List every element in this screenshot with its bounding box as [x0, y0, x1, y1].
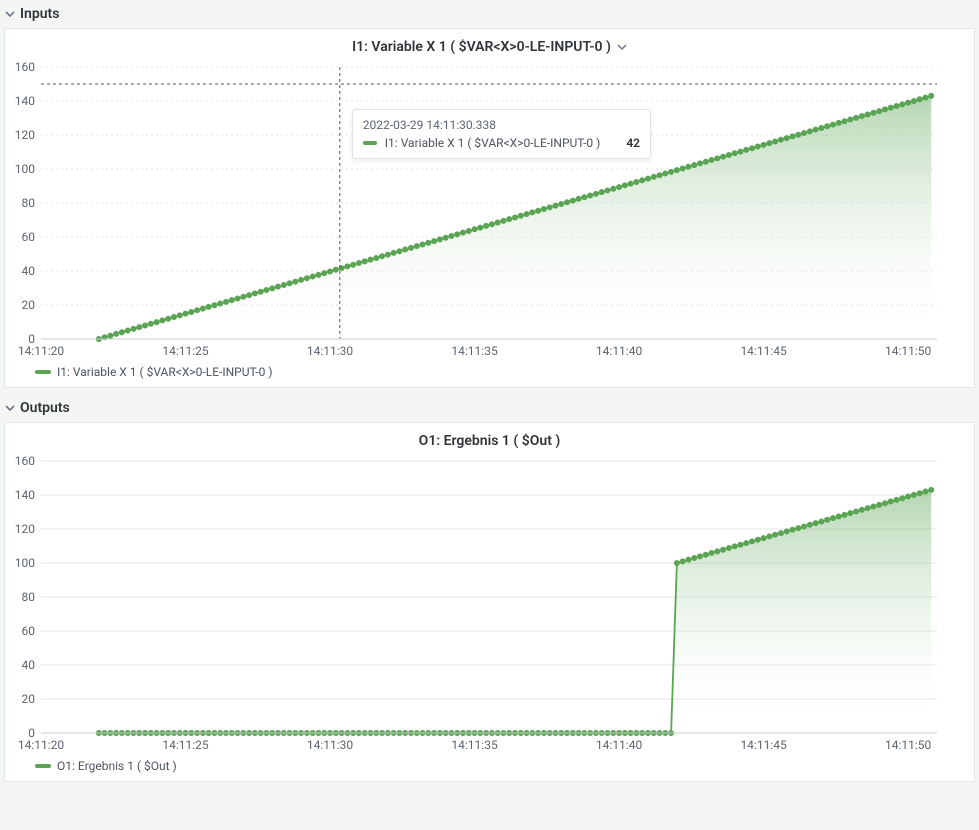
svg-text:14:11:40: 14:11:40 [596, 344, 643, 358]
svg-text:140: 140 [15, 488, 35, 502]
svg-text:140: 140 [15, 94, 35, 108]
svg-text:20: 20 [22, 692, 36, 706]
tooltip-series-swatch [363, 141, 377, 145]
svg-text:14:11:45: 14:11:45 [740, 344, 787, 358]
svg-text:20: 20 [22, 298, 36, 312]
inputs-panel: I1: Variable X 1 ( $VAR<X>0-LE-INPUT-0 )… [4, 28, 975, 388]
svg-text:60: 60 [22, 624, 36, 638]
chart-tooltip: 2022-03-29 14:11:30.338 I1: Variable X 1… [352, 109, 651, 159]
svg-text:120: 120 [15, 128, 35, 142]
svg-text:120: 120 [15, 522, 35, 536]
section-header-label: Inputs [20, 6, 59, 22]
svg-text:14:11:35: 14:11:35 [451, 344, 498, 358]
svg-text:14:11:30: 14:11:30 [307, 344, 354, 358]
inputs-legend[interactable]: I1: Variable X 1 ( $VAR<X>0-LE-INPUT-0 ) [5, 361, 974, 387]
svg-text:160: 160 [15, 61, 35, 74]
svg-text:80: 80 [22, 590, 36, 604]
svg-text:14:11:20: 14:11:20 [18, 738, 65, 752]
svg-text:160: 160 [15, 455, 35, 468]
svg-text:60: 60 [22, 230, 36, 244]
panel-title-text: I1: Variable X 1 ( $VAR<X>0-LE-INPUT-0 ) [352, 39, 611, 55]
svg-text:40: 40 [22, 658, 36, 672]
svg-text:14:11:45: 14:11:45 [740, 738, 787, 752]
svg-text:14:11:50: 14:11:50 [885, 344, 932, 358]
legend-label: O1: Ergebnis 1 ( $Out ) [57, 759, 177, 773]
outputs-panel-title[interactable]: O1: Ergebnis 1 ( $Out ) [5, 423, 974, 455]
outputs-chart-svg: 02040608010012014016014:11:2014:11:2514:… [5, 455, 947, 755]
legend-swatch [35, 370, 51, 374]
tooltip-series-label: I1: Variable X 1 ( $VAR<X>0-LE-INPUT-0 ) [385, 136, 601, 150]
chevron-down-icon [4, 402, 16, 414]
svg-text:100: 100 [15, 162, 35, 176]
section-header-outputs[interactable]: Outputs [0, 394, 979, 422]
inputs-chart-svg: 02040608010012014016014:11:2014:11:2514:… [5, 61, 947, 361]
outputs-panel: O1: Ergebnis 1 ( $Out ) 0204060801001201… [4, 422, 975, 782]
section-header-label: Outputs [20, 400, 70, 416]
svg-text:14:11:40: 14:11:40 [596, 738, 643, 752]
svg-text:14:11:25: 14:11:25 [162, 738, 209, 752]
inputs-panel-title[interactable]: I1: Variable X 1 ( $VAR<X>0-LE-INPUT-0 ) [5, 29, 974, 61]
tooltip-timestamp: 2022-03-29 14:11:30.338 [363, 118, 640, 132]
outputs-chart-area[interactable]: 02040608010012014016014:11:2014:11:2514:… [5, 455, 974, 755]
svg-text:14:11:25: 14:11:25 [162, 344, 209, 358]
svg-text:14:11:20: 14:11:20 [18, 344, 65, 358]
panel-title-text: O1: Ergebnis 1 ( $Out ) [419, 433, 561, 449]
section-header-inputs[interactable]: Inputs [0, 0, 979, 28]
chevron-down-icon [617, 42, 627, 52]
inputs-chart-area[interactable]: 02040608010012014016014:11:2014:11:2514:… [5, 61, 974, 361]
svg-text:14:11:50: 14:11:50 [885, 738, 932, 752]
outputs-legend[interactable]: O1: Ergebnis 1 ( $Out ) [5, 755, 974, 781]
chevron-down-icon [4, 8, 16, 20]
legend-label: I1: Variable X 1 ( $VAR<X>0-LE-INPUT-0 ) [57, 365, 273, 379]
svg-text:100: 100 [15, 556, 35, 570]
legend-swatch [35, 764, 51, 768]
tooltip-value: 42 [626, 136, 640, 150]
svg-text:80: 80 [22, 196, 36, 210]
svg-text:14:11:35: 14:11:35 [451, 738, 498, 752]
svg-text:14:11:30: 14:11:30 [307, 738, 354, 752]
svg-text:40: 40 [22, 264, 36, 278]
